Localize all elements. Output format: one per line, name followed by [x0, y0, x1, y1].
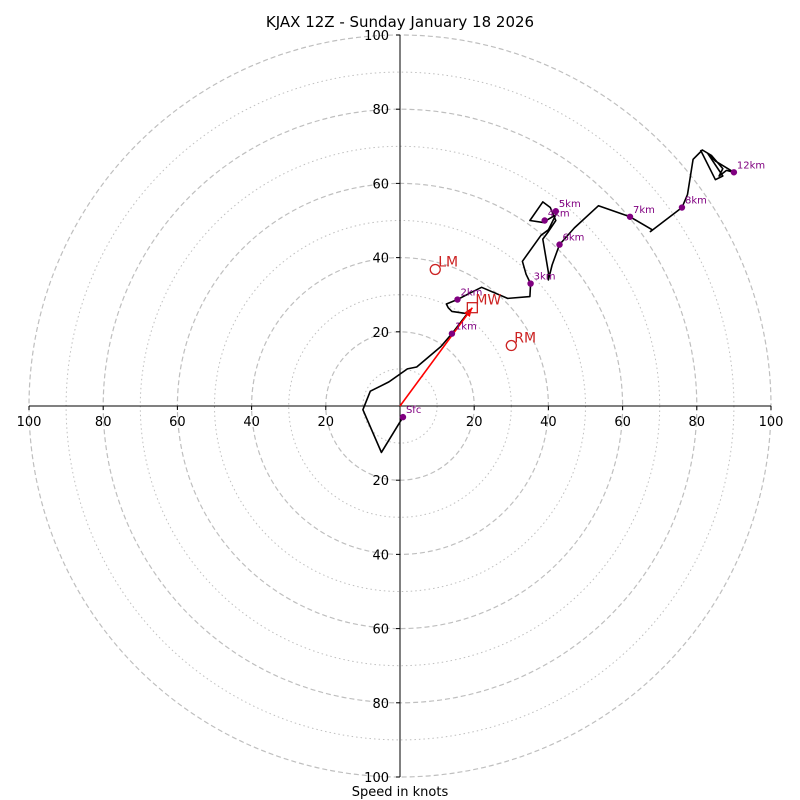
storm-motion-marker-rm [505, 339, 517, 352]
height-label-2km: 2km [461, 288, 483, 299]
y-tick-label: 60 [372, 623, 389, 638]
height-marker-4km [541, 217, 548, 224]
height-label-12km: 12km [737, 160, 765, 171]
y-tick-label: 80 [372, 697, 389, 712]
height-marker-8km [678, 204, 686, 211]
storm-motion-marker-mw [466, 302, 478, 314]
x-tick-label: 100 [17, 415, 42, 430]
tick-labels: 100 80 60 40 20 20 40 60 80 100 100 80 60 40 20 20 40 60 8… [17, 29, 784, 786]
storm-motion-markers: LM RM MW [429, 254, 536, 352]
height-label-7km: 7km [633, 205, 655, 216]
x-tick-label: 60 [614, 415, 631, 430]
mean-wind-vector [399, 307, 473, 407]
x-axis-label: Speed in knots [352, 785, 449, 800]
storm-motion-label-mw: MW [475, 293, 501, 309]
height-label-8km: 8km [685, 196, 707, 207]
storm-motion-label-lm: LM [438, 254, 458, 270]
height-marker-7km [626, 213, 634, 220]
x-tick-label: 20 [318, 415, 335, 430]
y-tick-label: 100 [364, 29, 389, 44]
height-marker-3km [527, 280, 534, 287]
height-label-4km: 4km [548, 209, 570, 220]
y-tick-label: 40 [372, 548, 389, 563]
chart-title: KJAX 12Z - Sunday January 18 2026 [266, 13, 534, 31]
height-label-5km: 5km [559, 199, 581, 210]
y-tick-label: 20 [372, 474, 389, 489]
y-tick-label: 100 [364, 771, 389, 786]
height-marker-sfc [399, 413, 407, 421]
height-marker-6km [556, 241, 563, 248]
y-tick-label: 80 [372, 103, 389, 118]
x-tick-label: 60 [169, 415, 186, 430]
x-tick-label: 40 [243, 415, 260, 430]
height-label-1km: 1km [455, 322, 477, 333]
height-marker-5km [552, 208, 560, 215]
x-tick-label: 100 [759, 415, 784, 430]
height-marker-12km [730, 169, 738, 176]
y-tick-label: 20 [372, 326, 389, 341]
x-tick-label: 80 [95, 415, 112, 430]
height-label-3km: 3km [534, 272, 556, 283]
y-tick-label: 60 [372, 177, 389, 192]
x-tick-label: 20 [466, 415, 483, 430]
height-marker-2km [454, 296, 461, 303]
storm-motion-label-rm: RM [514, 331, 536, 347]
x-tick-label: 80 [689, 415, 706, 430]
height-label-6km: 6km [563, 233, 585, 244]
storm-motion-marker-lm [429, 263, 441, 276]
height-marker-1km [448, 330, 456, 337]
x-tick-label: 40 [540, 415, 557, 430]
height-label-sfc: Sfc [406, 405, 421, 416]
y-tick-label: 40 [372, 252, 389, 267]
